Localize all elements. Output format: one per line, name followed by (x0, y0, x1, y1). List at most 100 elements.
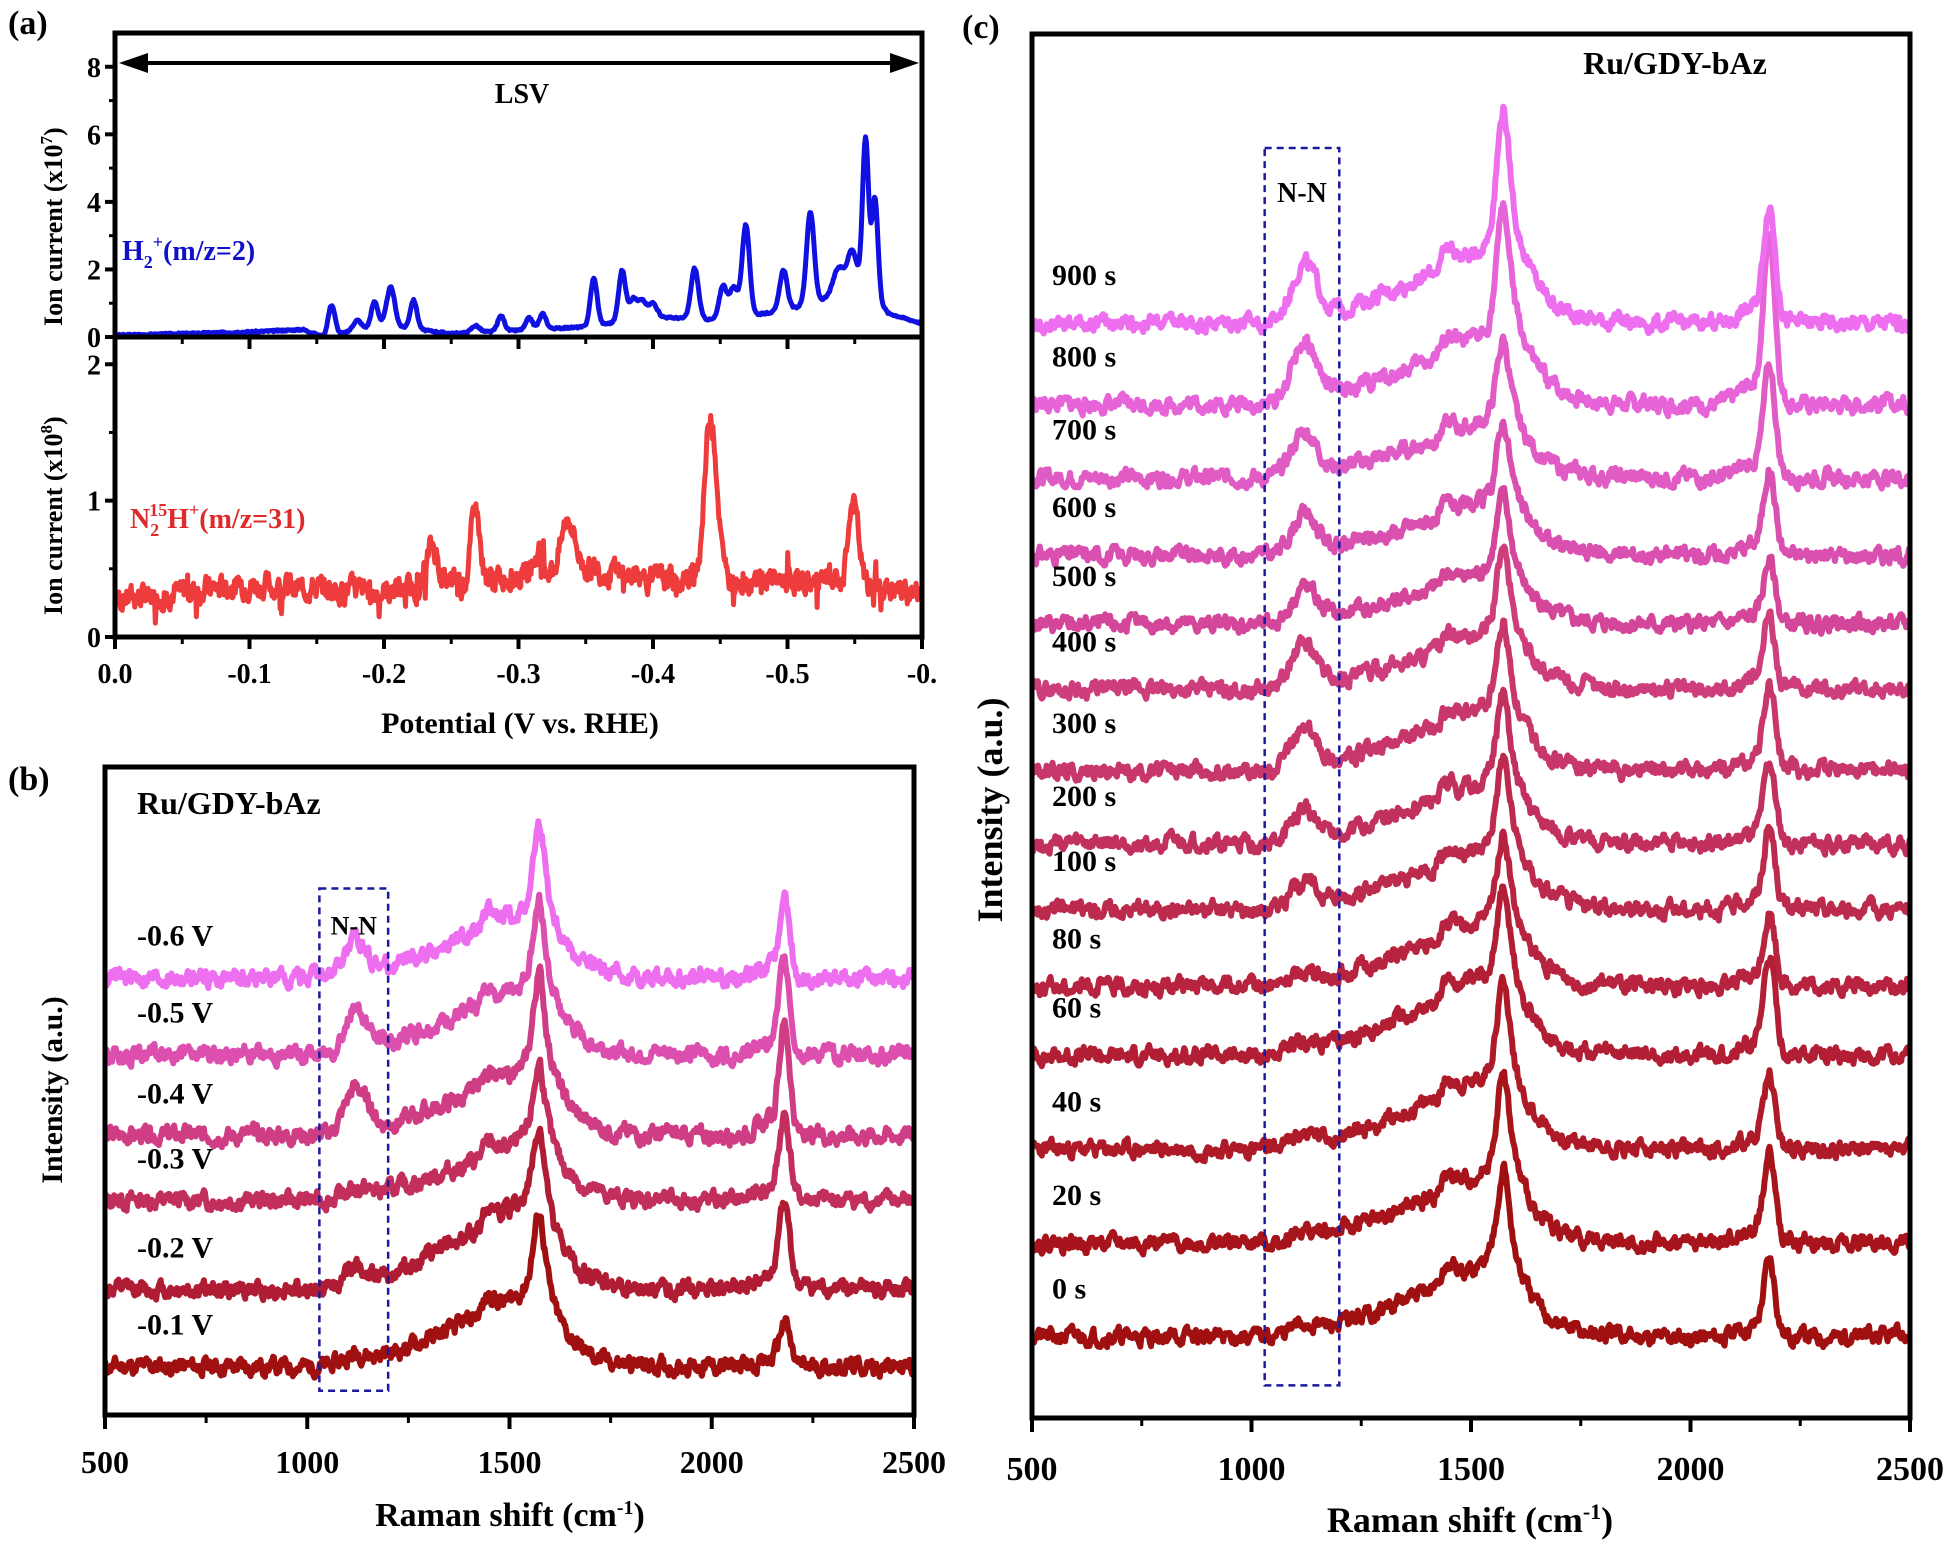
panel-b-series-labels: -0.1 V -0.2 V -0.3 V -0.4 V -0.5 V -0.6 V (137, 920, 213, 1342)
x-tick-label: 500 (1007, 1451, 1058, 1488)
panel-b-title: Ru/GDY-bAz (137, 785, 321, 821)
panel-a-x-axis: 0.0 -0.1 -0.2 -0.3 -0.4 -0.5 -0. (98, 337, 937, 690)
panel-c-x-axis: 500 1000 1500 2000 2500 (1007, 1418, 1944, 1488)
panel-c-series-labels: 0 s 20 s 40 s 60 s 80 s 100 s 200 s 300 s 400 s 5… (1052, 259, 1116, 1306)
panel-b-spectra (105, 818, 914, 1381)
y-tick-label: 0 (87, 623, 101, 654)
spectrum-line--0p4V (105, 963, 914, 1151)
h2-series-label: H2+(m/z=2) (122, 232, 255, 272)
h2-ion-current-series (115, 134, 922, 337)
series-label: 300 s (1052, 707, 1116, 740)
panel-b-nn-label: N-N (331, 912, 377, 941)
panel-c-nn-label: N-N (1277, 178, 1327, 209)
spectrum-line-300s (1032, 617, 1910, 784)
spectrum-line--0p1V (105, 1212, 914, 1381)
series-label: -0.6 V (137, 920, 213, 953)
series-label: -0.3 V (137, 1142, 213, 1175)
panel-a-top-y-axis: 0 2 4 6 8 (87, 53, 115, 354)
series-label: 80 s (1052, 923, 1101, 956)
panel-a-x-label: Potential (V vs. RHE) (381, 707, 659, 740)
arrow-left-icon (119, 53, 148, 73)
series-label: 200 s (1052, 780, 1116, 813)
spectrum-line-100s (1032, 752, 1910, 924)
series-label: 900 s (1052, 259, 1116, 292)
panel-label-a: (a) (8, 5, 48, 42)
series-label: 800 s (1052, 340, 1116, 373)
y-tick-label: 8 (87, 53, 101, 84)
n2h-series-label: N215H+(m/z=31) (130, 500, 305, 540)
x-tick-label: -0.1 (227, 659, 271, 690)
series-label: -0.4 V (137, 1078, 213, 1111)
panel-c-y-label: Intensity (a.u.) (970, 697, 1010, 922)
series-label: -0.1 V (137, 1308, 213, 1341)
x-tick-label: 0.0 (98, 659, 133, 690)
panel-c: N-N 500 1000 1500 2000 2500 0 s 20 s 40 s 60 s 8… (970, 31, 1944, 1540)
spectrum-line-80s (1032, 828, 1910, 1000)
series-label: 0 s (1052, 1273, 1086, 1306)
spectrum-line--0p5V (105, 891, 914, 1070)
x-tick-label: -0.2 (362, 659, 406, 690)
spectrum-line-0s (1032, 1160, 1910, 1351)
y-tick-label: 1 (87, 487, 101, 518)
spectrum-line-600s (1032, 418, 1910, 569)
x-tick-label: -0.5 (765, 659, 809, 690)
series-label: -0.5 V (137, 997, 213, 1030)
spectrum-line-800s (1032, 200, 1910, 420)
spectrum-line--0p2V (105, 1125, 914, 1304)
x-tick-label: -0. (907, 659, 937, 690)
x-tick-label: 1500 (1437, 1451, 1505, 1488)
x-tick-label: 2500 (1876, 1451, 1944, 1488)
h2-ion-current-line (115, 134, 922, 337)
series-label: 40 s (1052, 1085, 1101, 1118)
panel-label-b: (b) (8, 761, 50, 798)
arrow-right-icon (890, 53, 919, 73)
spectrum-line-500s (1032, 485, 1910, 637)
series-label: 100 s (1052, 845, 1116, 878)
x-tick-label: 500 (81, 1444, 129, 1480)
panel-label-c: (c) (962, 9, 1000, 46)
y-tick-label: 0 (87, 323, 101, 354)
n2h-ion-current-line (115, 413, 922, 626)
panel-b-y-label: Intensity (a.u.) (36, 996, 69, 1184)
series-label: 400 s (1052, 625, 1116, 658)
x-tick-label: -0.3 (496, 659, 540, 690)
panel-c-spectra (1032, 103, 1910, 1351)
x-tick-label: -0.4 (631, 659, 675, 690)
panel-c-x-label: Raman shift (cm-1) (1327, 1499, 1613, 1540)
series-label: -0.2 V (137, 1231, 213, 1264)
panel-b: N-N 500 1000 1500 2000 2500 -0.1 V -0.2 V -0.3… (36, 764, 946, 1534)
spectrum-line-40s (1032, 973, 1910, 1165)
panel-a-bottom-y-axis: 0 1 2 (87, 350, 115, 654)
spectrum-line-200s (1032, 686, 1910, 858)
series-label: 600 s (1052, 491, 1116, 524)
spectrum-line--0p6V (105, 818, 914, 992)
x-tick-label: 2500 (882, 1444, 946, 1480)
x-tick-label: 2000 (1657, 1451, 1725, 1488)
spectrum-line-60s (1032, 883, 1910, 1070)
panel-b-x-axis: 500 1000 1500 2000 2500 (81, 1415, 946, 1480)
panel-a-top-y-label: Ion current (x107) (37, 127, 68, 326)
y-tick-label: 2 (87, 255, 101, 286)
x-tick-label: 1500 (478, 1444, 542, 1480)
spectrum-line-400s (1032, 543, 1910, 702)
spectrum-line-900s (1032, 103, 1910, 337)
x-tick-label: 2000 (680, 1444, 744, 1480)
panel-a-bottom-y-label: Ion current (x108) (37, 416, 68, 615)
series-label: 20 s (1052, 1179, 1101, 1212)
y-tick-label: 4 (87, 188, 101, 219)
panel-c-nn-box (1263, 146, 1341, 1387)
series-label: 500 s (1052, 560, 1116, 593)
y-tick-label: 6 (87, 120, 101, 151)
panel-c-title: Ru/GDY-bAz (1583, 45, 1767, 81)
y-tick-label: 2 (87, 350, 101, 381)
spectrum-line-20s (1032, 1068, 1910, 1258)
x-tick-label: 1000 (1218, 1451, 1286, 1488)
panel-b-x-label: Raman shift (cm-1) (375, 1497, 645, 1534)
panel-b-nn-box (318, 887, 390, 1392)
x-tick-label: 1000 (275, 1444, 339, 1480)
lsv-annotation: LSV (495, 79, 549, 110)
series-label: 700 s (1052, 414, 1116, 447)
series-label: 60 s (1052, 992, 1101, 1025)
